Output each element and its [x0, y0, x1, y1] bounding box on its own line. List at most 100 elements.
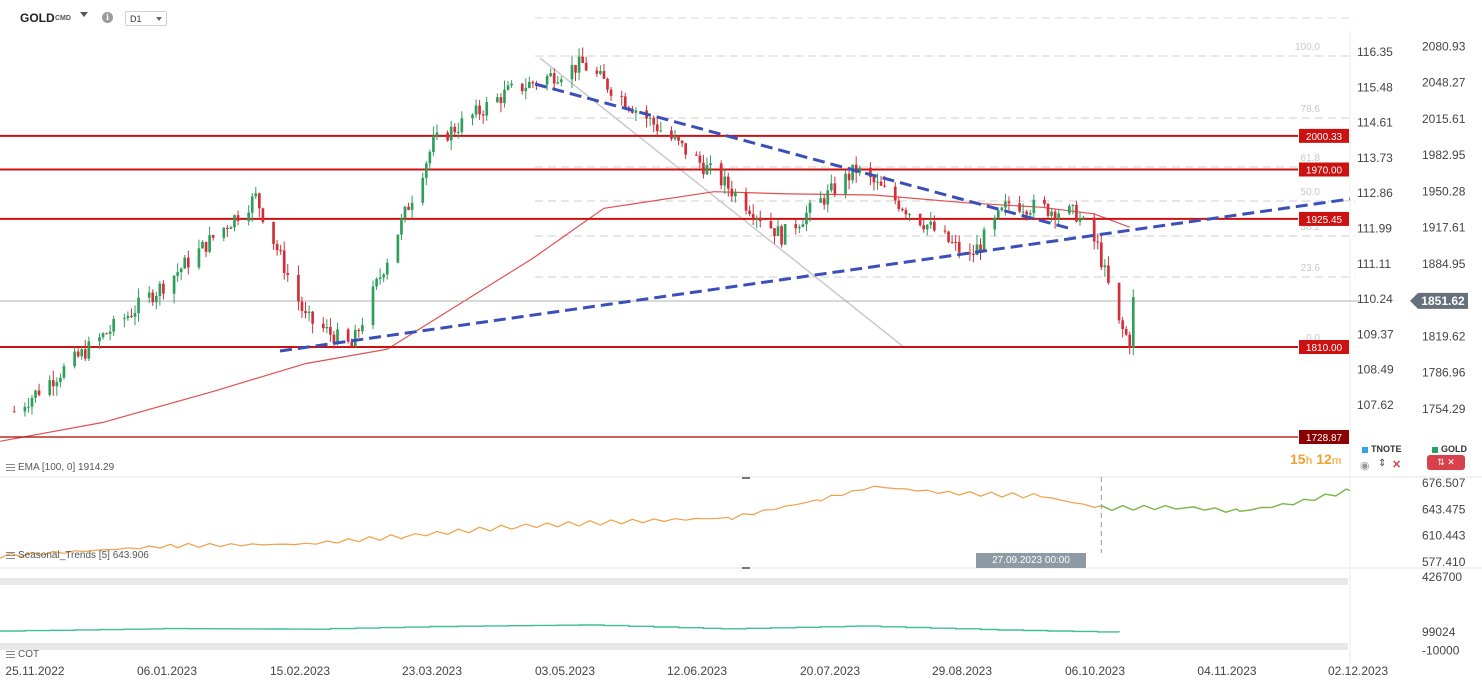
candle-body — [677, 136, 680, 141]
close-icon[interactable]: ✕ — [1392, 459, 1402, 471]
candle-body — [410, 202, 414, 210]
candle-body — [798, 226, 801, 229]
seasonal-history-line — [0, 485, 1102, 559]
candle-body — [581, 56, 584, 63]
candle-body — [371, 286, 375, 326]
candle-body — [652, 117, 656, 125]
candle-body — [446, 132, 449, 141]
ema-indicator-label[interactable]: EMA [100, 0] 1914.29 — [6, 462, 114, 473]
candle-body — [808, 202, 812, 213]
candles-group — [12, 47, 1135, 417]
candle-body — [531, 81, 535, 84]
candle-body — [272, 221, 275, 244]
candle-body — [1078, 218, 1082, 222]
legend-gold[interactable]: GOLD — [1432, 444, 1467, 454]
candle-body — [698, 155, 702, 163]
candle-body — [73, 351, 76, 367]
tnote-axis-tick: 113.73 — [1357, 151, 1393, 165]
candle-body — [297, 274, 300, 302]
candle-body — [776, 226, 780, 237]
candle-body — [311, 311, 314, 324]
candle-body — [933, 221, 936, 231]
legend-tnote[interactable]: TNOTE — [1362, 444, 1402, 454]
candle-body — [350, 341, 354, 347]
candle-body — [87, 341, 91, 359]
candle-body — [950, 241, 954, 243]
x-axis-tick: 25.11.2022 — [5, 664, 64, 678]
candle-body — [172, 275, 176, 294]
candle-body — [130, 315, 133, 317]
candle-body — [851, 164, 854, 181]
seasonal-indicator-label[interactable]: Seasonal_Trends [5] 643.906 — [6, 550, 149, 561]
toolbar: GOLD CMD i D1 — [0, 0, 1482, 36]
candle-body — [453, 126, 457, 133]
info-icon[interactable]: i — [102, 12, 113, 23]
reorder-icon[interactable]: ⇕ — [1378, 458, 1387, 469]
candle-body — [400, 218, 403, 235]
candle-body — [968, 252, 972, 254]
gold-axis-tick: 1819.62 — [1422, 329, 1466, 343]
candle-body — [208, 235, 211, 252]
candle-body — [1050, 211, 1053, 216]
candle-body — [162, 283, 165, 294]
candle-body — [780, 226, 783, 245]
candle-body — [634, 110, 638, 113]
candle-countdown: 15h 12m — [1290, 451, 1342, 467]
candle-body — [307, 311, 311, 314]
tnote-axis-tick: 108.49 — [1357, 363, 1394, 377]
candle-body — [854, 164, 858, 173]
candle-body — [982, 229, 986, 251]
candle-body — [730, 188, 734, 197]
timeframe-select[interactable]: D1 — [125, 11, 167, 26]
menu-icon[interactable] — [6, 650, 15, 658]
candle-body — [993, 217, 997, 230]
tnote-axis-tick: 111.99 — [1357, 222, 1392, 236]
symbol-name[interactable]: GOLD — [20, 11, 55, 25]
cot-indicator-label[interactable]: COT — [6, 649, 39, 660]
remove-overlay-button[interactable]: ⇅ ✕ — [1427, 455, 1465, 470]
candle-body — [396, 234, 400, 263]
candle-body — [1032, 199, 1036, 214]
candle-body — [382, 274, 386, 278]
candle-body — [1028, 213, 1032, 215]
eye-icon[interactable]: ◉ — [1360, 460, 1370, 472]
candle-body — [972, 253, 975, 256]
legend-swatch — [1362, 446, 1368, 453]
candle-body — [222, 227, 226, 238]
candle-body — [1043, 199, 1046, 204]
candle-body — [474, 105, 478, 115]
candle-body — [1007, 201, 1011, 204]
candle-body — [755, 217, 759, 219]
candle-body — [151, 292, 155, 303]
candle-body — [48, 380, 52, 395]
candle-body — [59, 377, 62, 382]
candle-body — [528, 81, 531, 88]
candle-body — [506, 85, 510, 90]
candle-body — [1117, 282, 1121, 321]
gold-axis-tick: 1982.95 — [1422, 148, 1466, 162]
candle-body — [869, 167, 872, 177]
menu-icon[interactable] — [6, 551, 15, 559]
candle-body — [947, 231, 950, 242]
candle-body — [901, 209, 904, 211]
candle-body — [1004, 201, 1007, 208]
candle-body — [55, 381, 59, 387]
candle-body — [34, 390, 37, 398]
candle-body — [421, 177, 425, 203]
chevron-down-icon — [156, 17, 162, 21]
seasonal-axis-tick: 643.475 — [1422, 502, 1466, 516]
menu-icon[interactable] — [6, 463, 15, 471]
chevron-down-icon[interactable] — [80, 12, 88, 17]
candle-body — [1075, 204, 1078, 222]
candle-body — [51, 380, 55, 387]
candle-body — [805, 212, 808, 225]
candle-body — [826, 190, 830, 205]
level-label: 1925.45 — [1306, 215, 1343, 226]
cot-line — [0, 624, 1120, 633]
candle-body — [1046, 203, 1050, 216]
candle-body — [247, 212, 251, 222]
candle-body — [751, 213, 755, 219]
gold-axis-tick: 1754.29 — [1422, 402, 1466, 416]
